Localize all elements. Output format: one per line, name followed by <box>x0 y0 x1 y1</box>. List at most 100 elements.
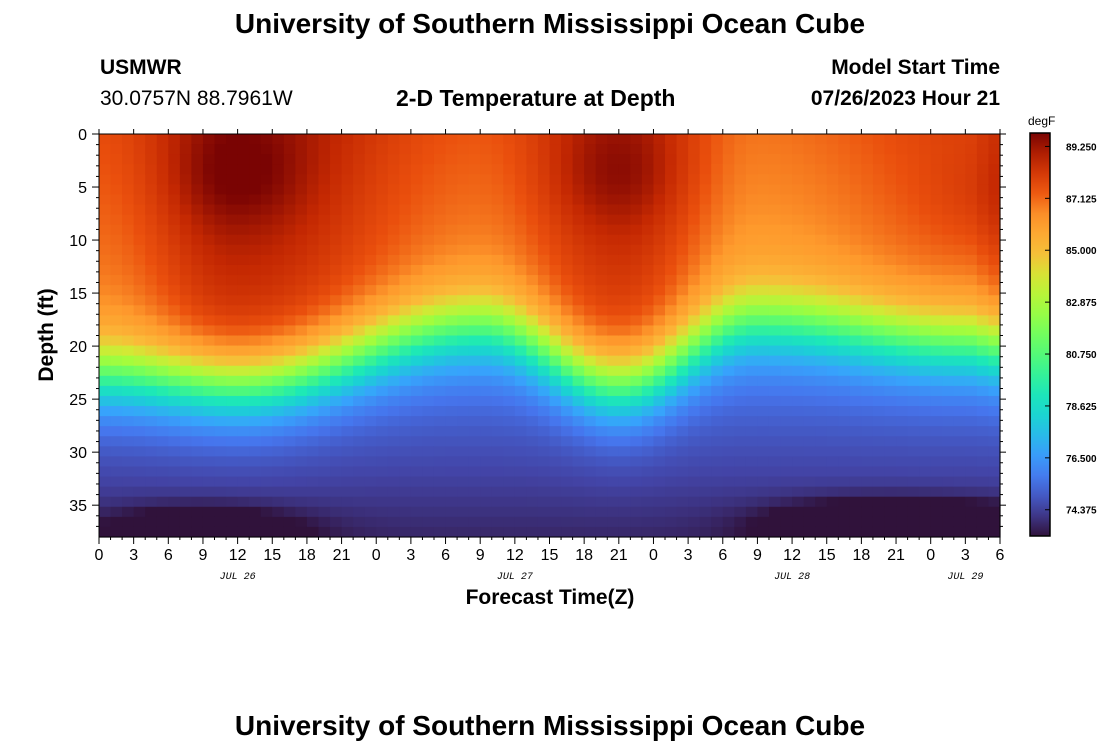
heatmap-cell <box>179 426 193 437</box>
heatmap-cell <box>410 295 424 306</box>
heatmap-cell <box>953 355 966 367</box>
heatmap-cell <box>872 264 886 276</box>
heatmap-cell <box>641 204 655 216</box>
heatmap-cell <box>768 516 782 528</box>
heatmap-cell <box>734 456 747 468</box>
heatmap-cell <box>572 406 585 417</box>
heatmap-cell <box>226 305 239 316</box>
heatmap-cell <box>341 375 354 387</box>
heatmap-cell <box>330 355 343 367</box>
heatmap-cell <box>283 134 296 145</box>
heatmap-cell <box>272 345 285 357</box>
heatmap-cell <box>410 244 424 256</box>
heatmap-cell <box>168 134 181 145</box>
heatmap-cell <box>849 476 862 488</box>
heatmap-cell <box>965 526 978 538</box>
heatmap-cell <box>976 506 990 518</box>
heatmap-cell <box>618 134 631 145</box>
x-tick-label: 12 <box>506 547 524 564</box>
heatmap-cell <box>803 305 816 316</box>
heatmap-cell <box>919 416 932 427</box>
heatmap-cell <box>480 214 493 226</box>
heatmap-cell <box>722 194 735 206</box>
heatmap-cell <box>445 506 458 518</box>
heatmap-cell <box>688 164 701 175</box>
heatmap-cell <box>942 375 955 387</box>
heatmap-cell <box>387 385 400 397</box>
heatmap-cell <box>942 164 955 175</box>
heatmap-cell <box>976 446 990 457</box>
heatmap-cell <box>214 496 227 508</box>
heatmap-cell <box>226 416 239 427</box>
heatmap-cell <box>214 244 227 256</box>
heatmap-cell <box>641 224 655 236</box>
heatmap-cell <box>884 466 897 478</box>
heatmap-cell <box>618 224 631 236</box>
heatmap-cell <box>168 335 181 347</box>
heatmap-cell <box>226 214 239 226</box>
heatmap-cell <box>745 285 759 296</box>
heatmap-cell <box>387 285 400 296</box>
heatmap-cell <box>468 214 481 226</box>
heatmap-cell <box>665 184 678 196</box>
heatmap-cell <box>549 476 562 488</box>
heatmap-cell <box>306 184 320 196</box>
heatmap-cell <box>537 355 551 367</box>
heatmap-cell <box>179 385 193 397</box>
heatmap-cell <box>953 184 966 196</box>
heatmap-cell <box>549 365 562 377</box>
heatmap-cell <box>179 254 193 266</box>
heatmap-cell <box>249 416 262 427</box>
heatmap-cell <box>237 275 250 286</box>
heatmap-cell <box>433 345 447 357</box>
heatmap-cell <box>930 214 943 226</box>
heatmap-cell <box>745 385 759 397</box>
heatmap-cell <box>665 506 678 518</box>
heatmap-cell <box>249 466 262 478</box>
heatmap-cell <box>422 315 435 327</box>
heatmap-cell <box>618 194 631 206</box>
heatmap-cell <box>295 234 308 246</box>
heatmap-cell <box>838 244 851 256</box>
heatmap-cell <box>792 244 805 256</box>
heatmap-cell <box>965 204 978 216</box>
heatmap-cell <box>953 244 966 256</box>
heatmap-cell <box>665 335 678 347</box>
heatmap-cell <box>757 385 770 397</box>
heatmap-cell <box>653 204 666 216</box>
heatmap-cell <box>711 174 724 185</box>
heatmap-cell <box>861 285 874 296</box>
heatmap-cell <box>410 184 424 196</box>
heatmap-cell <box>99 506 112 518</box>
heatmap-cell <box>249 506 262 518</box>
heatmap-cell <box>318 496 331 508</box>
heatmap-cell <box>526 174 539 185</box>
heatmap-cell <box>295 315 308 327</box>
heatmap-cell <box>99 164 112 175</box>
heatmap-cell <box>526 275 539 286</box>
heatmap-cell <box>445 395 458 407</box>
heatmap-cell <box>584 214 597 226</box>
heatmap-cell <box>387 365 400 377</box>
heatmap-cell <box>976 375 990 387</box>
heatmap-cell <box>676 214 689 226</box>
heatmap-cell <box>896 184 909 196</box>
heatmap-cell <box>745 506 759 518</box>
heatmap-cell <box>503 214 516 226</box>
heatmap-cell <box>168 264 181 276</box>
heatmap-cell <box>722 285 735 296</box>
heatmap-cell <box>537 506 551 518</box>
heatmap-cell <box>653 335 666 347</box>
heatmap-cell <box>745 184 759 196</box>
heatmap-cell <box>699 526 712 538</box>
heatmap-cell <box>711 164 724 175</box>
heatmap-cell <box>953 214 966 226</box>
heatmap-cell <box>803 406 816 417</box>
heatmap-cell <box>457 335 470 347</box>
heatmap-cell <box>422 416 435 427</box>
heatmap-cell <box>133 275 146 286</box>
heatmap-cell <box>653 174 666 185</box>
heatmap-cell <box>607 345 620 357</box>
heatmap-cell <box>618 325 631 337</box>
heatmap-cell <box>838 134 851 145</box>
